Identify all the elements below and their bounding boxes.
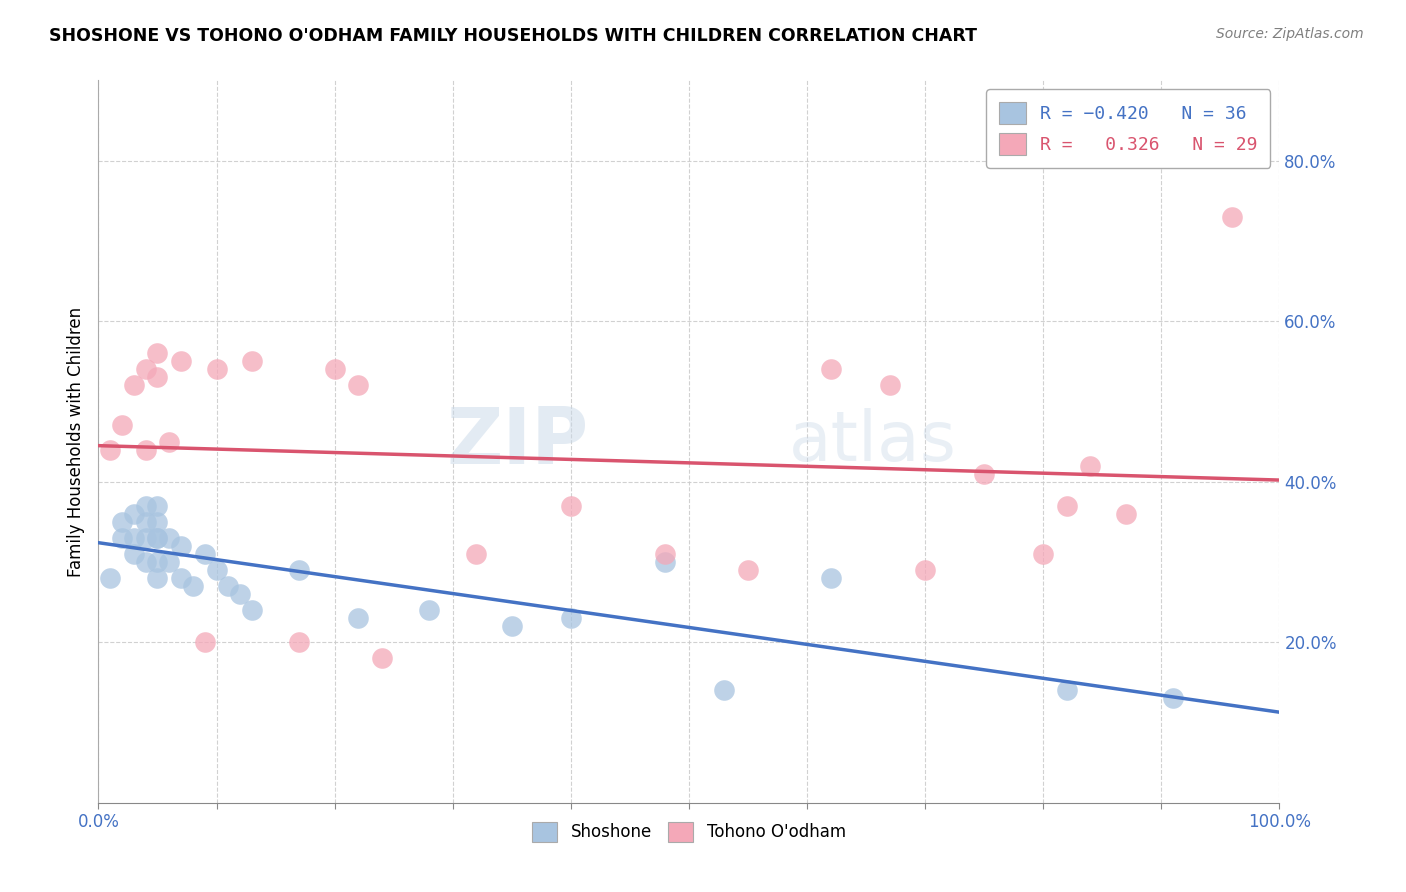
Point xyxy=(820,362,842,376)
Point xyxy=(1032,547,1054,561)
Point xyxy=(737,563,759,577)
Point xyxy=(146,531,169,545)
Point xyxy=(654,547,676,561)
Point xyxy=(1161,691,1184,706)
Point xyxy=(170,571,193,585)
Point xyxy=(135,499,157,513)
Point xyxy=(418,603,440,617)
Point xyxy=(146,555,169,569)
Point xyxy=(122,507,145,521)
Point xyxy=(135,531,157,545)
Point xyxy=(98,442,121,457)
Point xyxy=(465,547,488,561)
Point xyxy=(560,499,582,513)
Text: Source: ZipAtlas.com: Source: ZipAtlas.com xyxy=(1216,27,1364,41)
Point xyxy=(135,362,157,376)
Point xyxy=(135,555,157,569)
Text: SHOSHONE VS TOHONO O'ODHAM FAMILY HOUSEHOLDS WITH CHILDREN CORRELATION CHART: SHOSHONE VS TOHONO O'ODHAM FAMILY HOUSEH… xyxy=(49,27,977,45)
Point xyxy=(560,611,582,625)
Point xyxy=(879,378,901,392)
Legend: Shoshone, Tohono O'odham: Shoshone, Tohono O'odham xyxy=(526,815,852,848)
Point xyxy=(347,611,370,625)
Point xyxy=(323,362,346,376)
Point xyxy=(170,539,193,553)
Point xyxy=(973,467,995,481)
Point xyxy=(146,515,169,529)
Text: atlas: atlas xyxy=(789,408,957,475)
Point xyxy=(217,579,239,593)
Text: ZIP: ZIP xyxy=(446,403,589,480)
Y-axis label: Family Households with Children: Family Households with Children xyxy=(66,307,84,576)
Point xyxy=(1220,210,1243,224)
Point xyxy=(194,635,217,649)
Point xyxy=(1056,499,1078,513)
Point xyxy=(371,651,394,665)
Point xyxy=(240,603,263,617)
Point xyxy=(146,346,169,360)
Point xyxy=(122,378,145,392)
Point xyxy=(288,563,311,577)
Point xyxy=(135,442,157,457)
Point xyxy=(157,555,180,569)
Point xyxy=(135,515,157,529)
Point xyxy=(914,563,936,577)
Point xyxy=(194,547,217,561)
Point xyxy=(205,362,228,376)
Point xyxy=(122,531,145,545)
Point xyxy=(288,635,311,649)
Point xyxy=(501,619,523,633)
Point xyxy=(98,571,121,585)
Point xyxy=(157,434,180,449)
Point xyxy=(122,547,145,561)
Point xyxy=(146,571,169,585)
Point xyxy=(181,579,204,593)
Point xyxy=(229,587,252,601)
Point xyxy=(146,531,169,545)
Point xyxy=(111,418,134,433)
Point xyxy=(240,354,263,368)
Point xyxy=(146,370,169,384)
Point xyxy=(1056,683,1078,698)
Point xyxy=(170,354,193,368)
Point xyxy=(347,378,370,392)
Point xyxy=(820,571,842,585)
Point xyxy=(205,563,228,577)
Point xyxy=(111,531,134,545)
Point xyxy=(157,531,180,545)
Point xyxy=(1080,458,1102,473)
Point xyxy=(111,515,134,529)
Point xyxy=(713,683,735,698)
Point xyxy=(146,499,169,513)
Point xyxy=(654,555,676,569)
Point xyxy=(1115,507,1137,521)
